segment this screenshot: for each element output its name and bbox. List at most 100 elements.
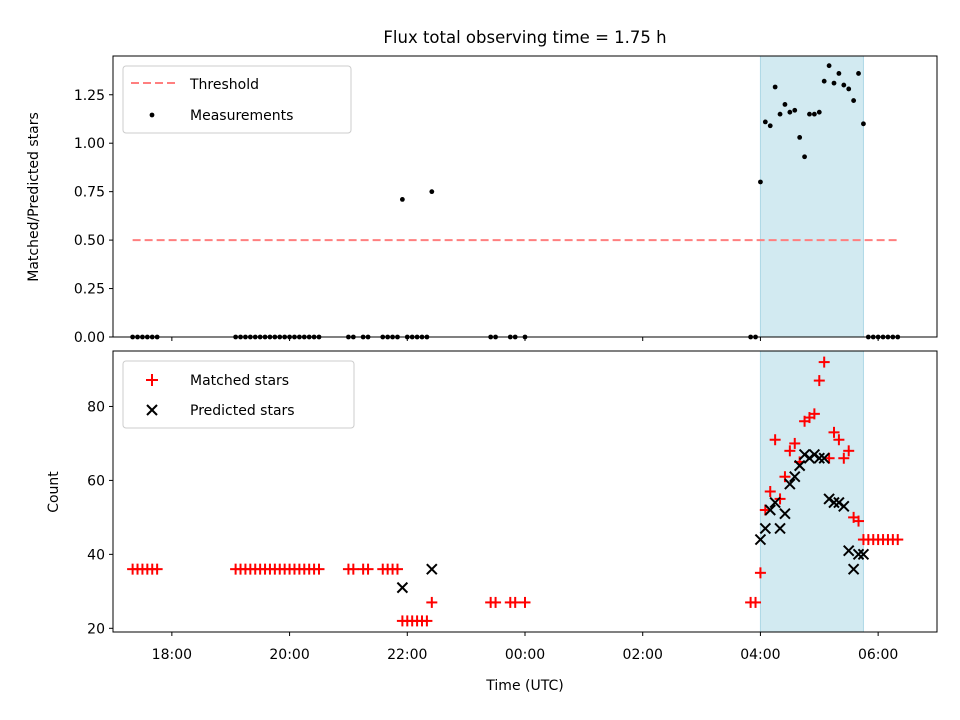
x-tick-label: 04:00 [740,647,780,663]
x-tick-label: 20:00 [269,647,309,663]
measurement-point [821,78,827,84]
chart-title: Flux total observing time = 1.75 h [383,28,666,47]
measurement-point [826,63,832,69]
predicted-star-point [769,496,781,509]
bottom-span [759,350,864,633]
predicted-star-point [774,522,786,535]
matched-star-point [828,426,840,438]
bottom-ylabel: Count [46,471,62,513]
measurement-point [802,154,807,160]
predicted-star-point [426,563,438,575]
legend-threshold-label: Threshold [189,77,259,93]
y-tick-label: 0.50 [74,233,105,249]
y-tick-label: 0.25 [74,282,105,298]
measurement-point [777,111,783,117]
y-tick-label: 40 [87,547,105,563]
matched-star-point [421,615,433,627]
matched-star-point [426,596,438,608]
predicted-star-point [784,478,796,490]
legend-measurements-label: Measurements [190,108,293,124]
matched-star-point [789,437,801,449]
measurement-point [846,86,852,92]
bottom-panel: 20 40 60 80 18:00 20:00 22:00 00:00 02:00 04:00 0… [46,350,938,663]
matched-star-point [808,408,820,420]
x-tick-label: 18:00 [152,647,192,663]
y-tick-label: 20 [87,621,105,637]
matched-star-point [509,596,521,608]
measurement-point [807,111,812,117]
predicted-star-point [857,548,870,561]
matched-star-point [313,563,325,575]
x-tick-label: 06:00 [858,647,898,663]
predicted-star-point [793,459,806,472]
top-legend: Threshold Measurements [122,65,352,134]
matched-star-point [764,486,776,497]
predicted-star-point [779,507,791,520]
bottom-legend-box [122,360,355,429]
predicted-star-point [818,452,830,464]
measurement-point [811,111,817,117]
y-tick-label: 1.00 [74,136,105,152]
measurement-point [758,179,763,185]
measurement-point [851,98,857,103]
measurement-point [787,109,793,115]
x-tick-label: 02:00 [623,647,663,663]
y-tick-label: 0.75 [74,185,105,201]
matched-star-point [843,445,855,457]
matched-star-point [362,563,374,575]
predicted-star-point [764,504,776,516]
predicted-star-point [828,496,840,509]
matched-star-point [750,596,762,608]
y-tick-label: 80 [87,399,105,415]
predicted-star-point [789,471,801,483]
predicted-star-point [852,548,865,561]
measurement-point [767,123,773,129]
measurement-point [429,189,435,195]
y-tick-label: 1.25 [74,88,105,104]
legend-matched-label: Matched stars [190,373,289,389]
matched-star-point [838,452,850,464]
predicted-star-point [754,533,767,546]
top-span [759,55,864,338]
measurement-point [772,84,778,90]
legend-predicted-swatch [146,404,158,416]
matched-star-point [754,567,766,579]
matched-star-point [769,434,781,446]
measurement-point [836,71,842,76]
predicted-star-point [759,522,772,535]
matched-star-point [813,375,825,387]
matched-star-point [833,434,845,446]
measurement-point [841,82,847,88]
matched-star-point [391,563,403,575]
predicted-star-point [843,544,855,557]
y-tick-label: 0.00 [74,330,105,346]
measurement-point [861,121,866,127]
measurement-point [797,134,803,140]
predicted-star-point [838,500,850,512]
matched-star-point [490,596,502,608]
measurement-point [816,109,822,115]
predicted-star-point [847,563,860,575]
matched-star-point [347,563,359,575]
measurement-point [856,71,861,76]
measurement-point [831,80,837,86]
y-tick-label: 60 [87,473,105,489]
measurement-point [782,102,788,107]
measurement-point [399,197,405,202]
matched-star-point [818,356,830,368]
predicted-star-point [396,581,409,594]
top-legend-box [122,65,352,134]
matched-star-point [151,563,163,575]
matched-star-point [784,445,796,457]
top-ylabel: Matched/Predicted stars [26,112,42,282]
matched-star-point [519,596,531,608]
measurement-point [792,107,798,113]
legend-matched-swatch [146,374,158,386]
bottom-legend: Matched stars Predicted stars [122,360,355,429]
x-tick-label: 00:00 [505,647,545,663]
legend-measurements-swatch [149,112,155,118]
measurement-point [762,119,768,125]
matched-star-point [892,534,904,546]
x-tick-label: 22:00 [387,647,427,663]
